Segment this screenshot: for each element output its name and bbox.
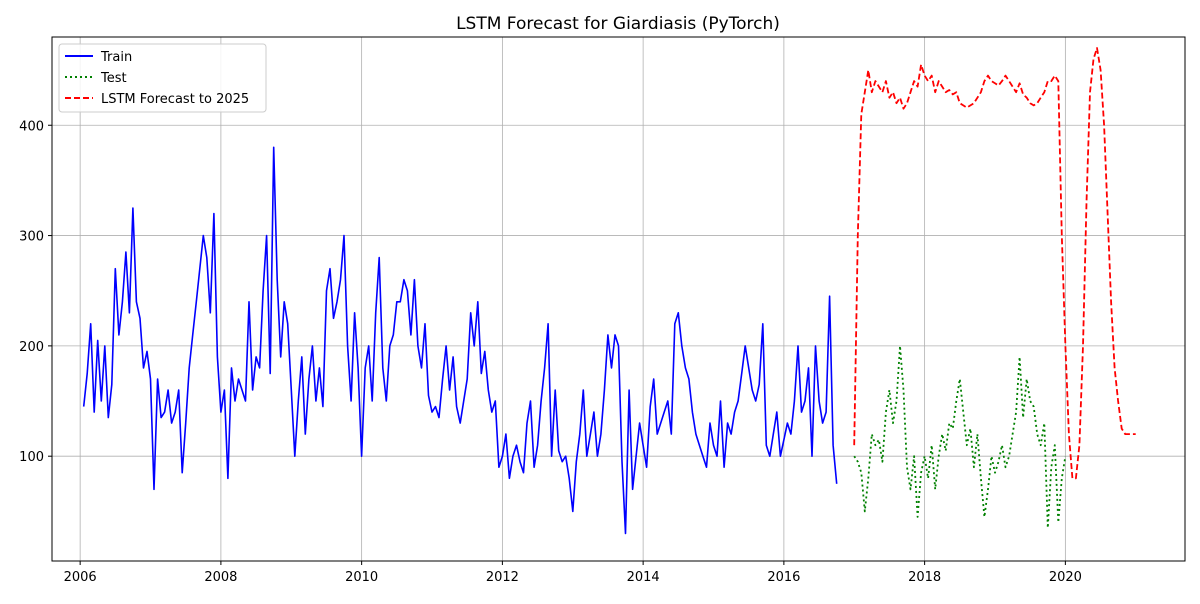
y-tick-label: 400 [19,119,44,134]
plot-frame [51,36,1186,562]
series-line-train [82,146,838,535]
grid [52,37,1185,561]
y-tick-label: 100 [19,450,44,465]
y-tick-label: 300 [19,230,44,245]
x-tick-label: 2018 [908,570,941,585]
series-line-test [853,344,1067,529]
legend-train-label: Train [100,50,132,65]
legend: Train Test LSTM Forecast to 2025 [58,43,267,113]
x-tick-label: 2006 [64,570,97,585]
chart-title: LSTM Forecast for Giardiasis (PyTorch) [456,14,780,34]
x-tick-label: 2020 [1049,570,1082,585]
x-tick-label: 2010 [345,570,378,585]
y-tick-label: 200 [19,340,44,355]
x-tick-label: 2014 [627,570,660,585]
x-tick-label: 2012 [486,570,519,585]
legend-forecast-label: LSTM Forecast to 2025 [101,92,249,107]
axes: 2006 2008 2010 2012 2014 2016 2018 2020 100 200 30… [19,119,1082,585]
x-tick-label: 2016 [767,570,800,585]
x-tick-label: 2008 [204,570,237,585]
series-line-lstm-forecast-to-2025 [853,47,1136,480]
legend-box [58,43,267,113]
series-group [82,47,1136,535]
legend-test-label: Test [100,71,127,86]
